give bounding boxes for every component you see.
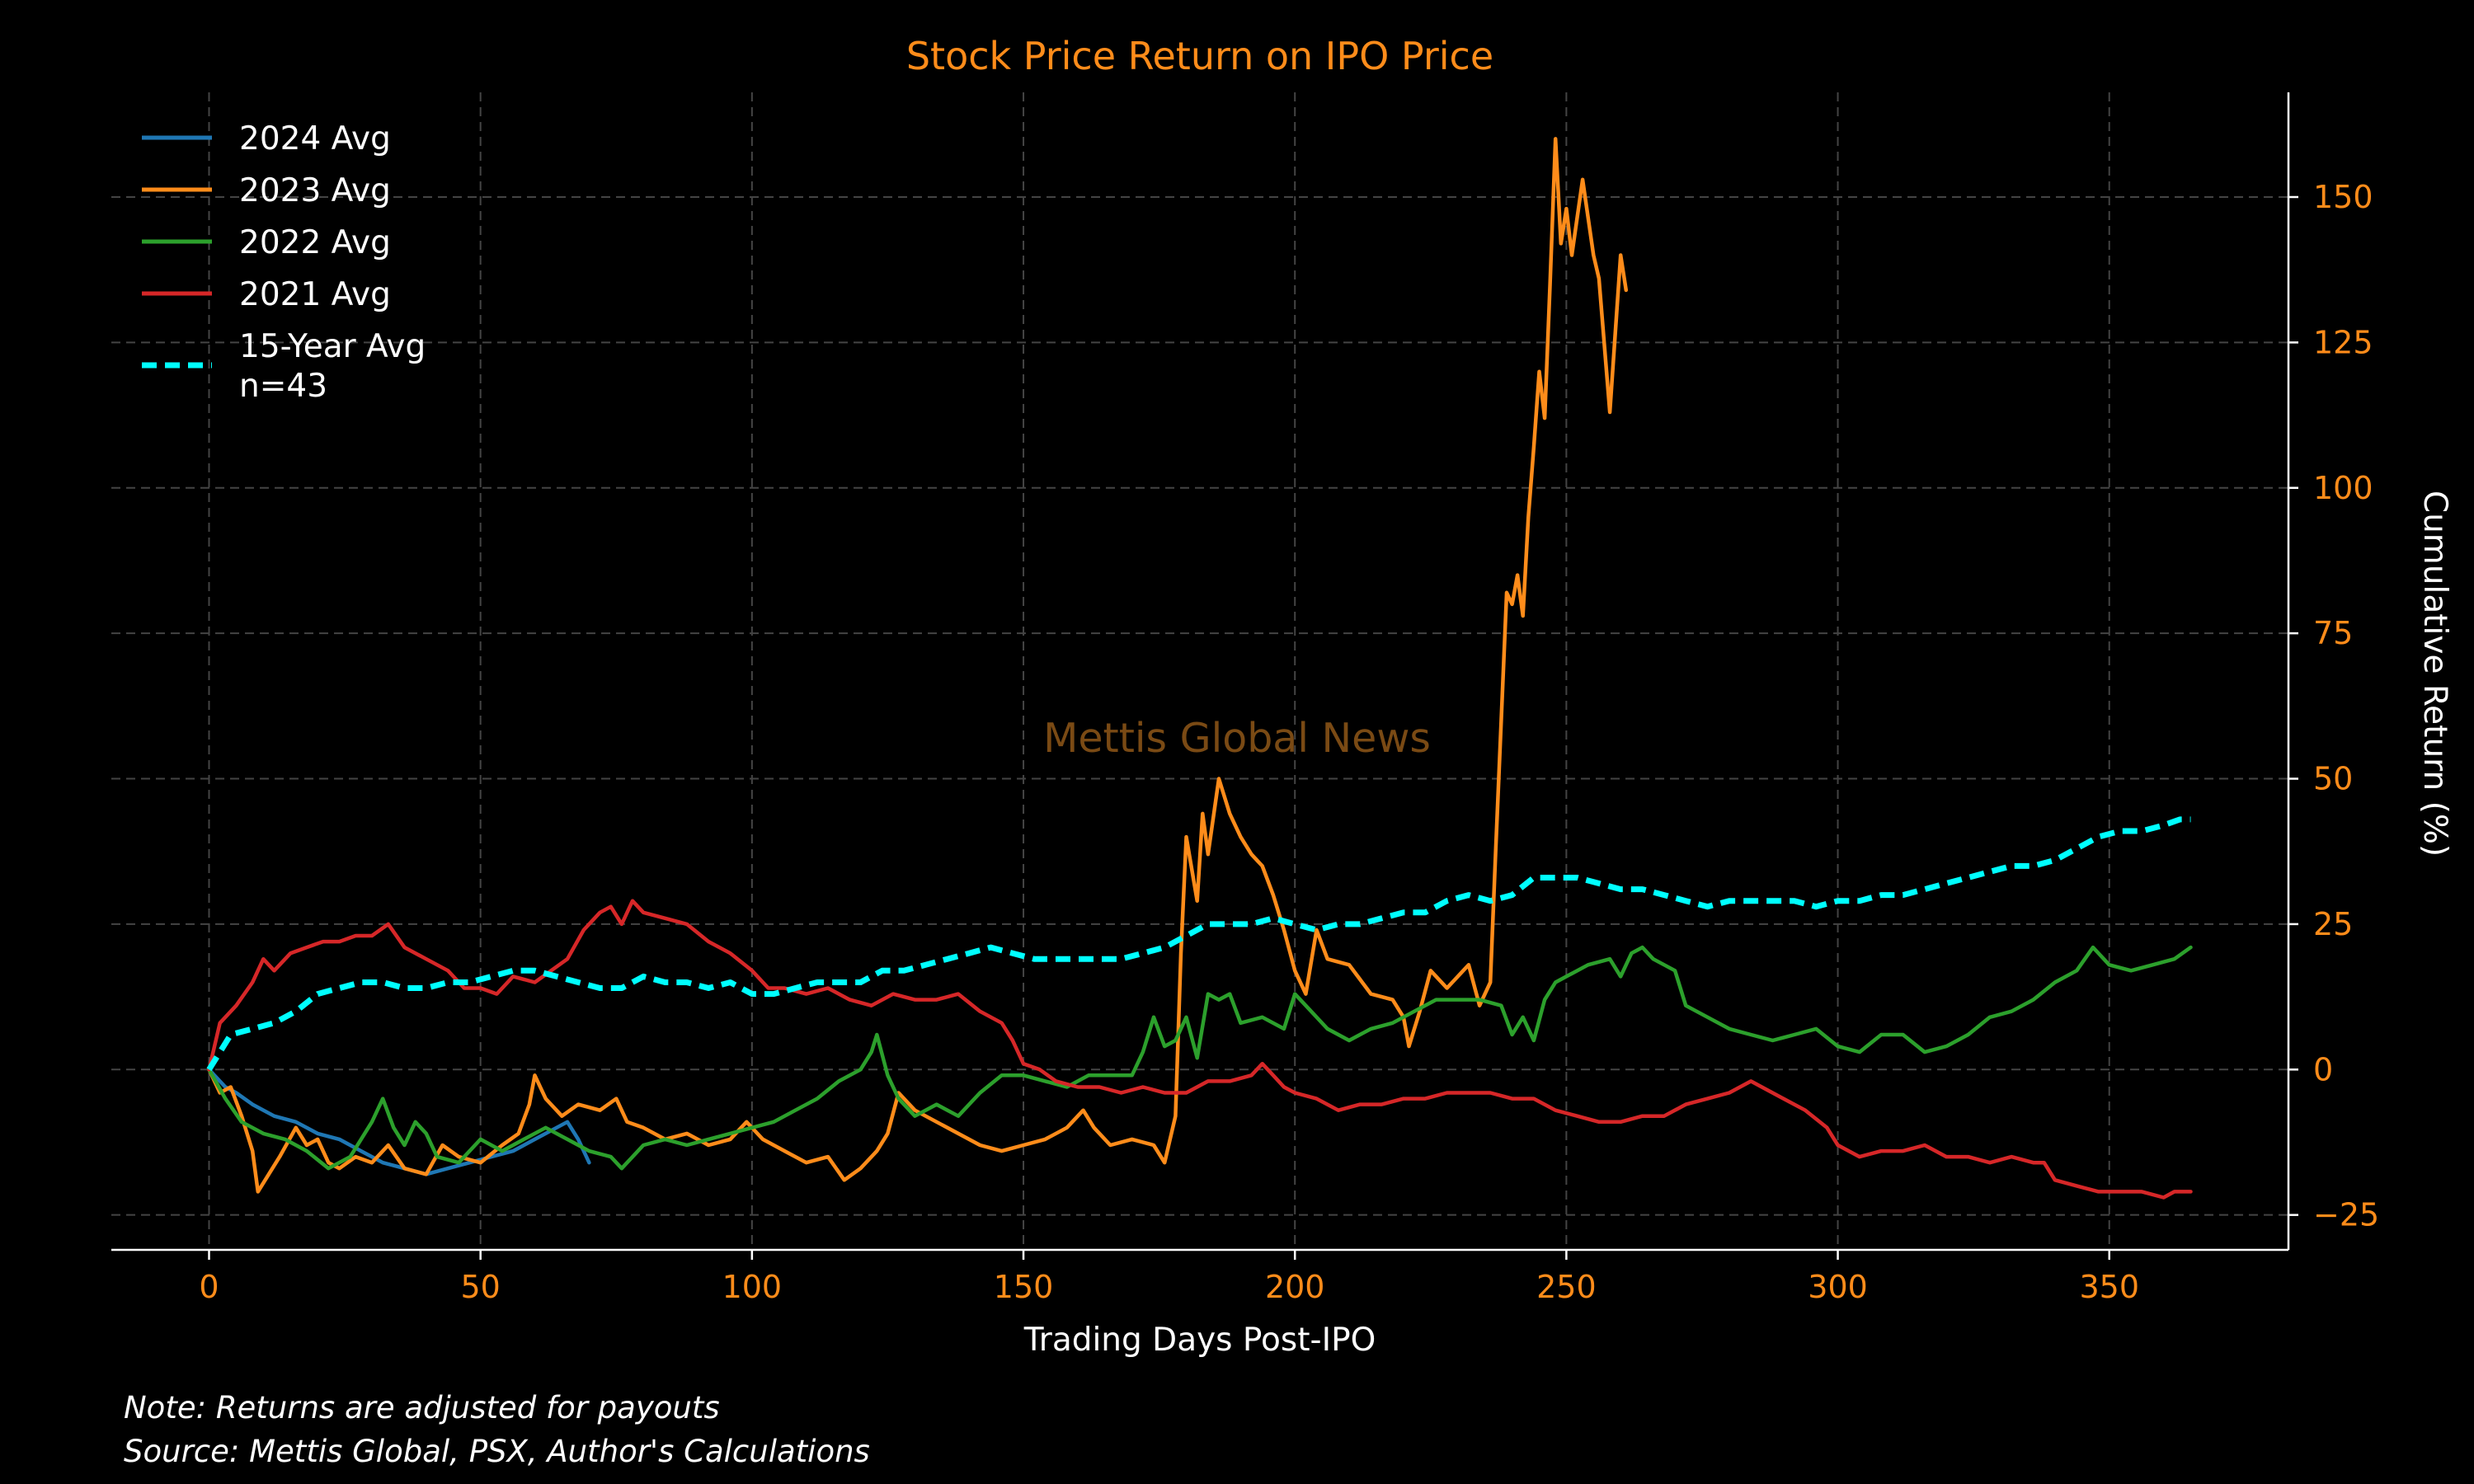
- x-tick-label: 50: [461, 1269, 501, 1305]
- y-tick-label: 25: [2313, 906, 2353, 942]
- y-tick-label: 125: [2313, 324, 2373, 360]
- source-text: Source: Mettis Global, PSX, Author's Cal…: [124, 1434, 870, 1469]
- x-tick-label: 300: [1808, 1269, 1868, 1305]
- legend-label: 2022 Avg: [239, 224, 391, 261]
- legend-label: 15-Year Avg: [239, 328, 426, 365]
- series-lines: [206, 137, 2193, 1200]
- y-tick-label: 50: [2313, 761, 2353, 797]
- x-tick-label: 150: [994, 1269, 1054, 1305]
- y-tick-label: 75: [2313, 615, 2353, 651]
- x-tick-label: 250: [1536, 1269, 1597, 1305]
- y-tick-label: 150: [2313, 179, 2373, 215]
- grid: [111, 92, 2288, 1250]
- series-line-5: [206, 816, 2191, 1072]
- series-line-2: [207, 137, 1629, 1194]
- axes: 0 50 100 150 200 250 300 350 −25 0 25 50 75 100 125 150: [111, 92, 2379, 1305]
- x-tick-label: 200: [1265, 1269, 1325, 1305]
- y-axis-label: Cumulative Return (%): [2416, 491, 2453, 857]
- y-tick-label: 0: [2313, 1051, 2333, 1087]
- x-axis-label: Trading Days Post-IPO: [1023, 1322, 1376, 1359]
- note-text: Note: Returns are adjusted for payouts: [124, 1390, 720, 1425]
- series-line-3: [207, 945, 2193, 1171]
- legend-label: 2023 Avg: [239, 172, 391, 209]
- legend-label: 2024 Avg: [239, 120, 391, 157]
- legend-label: n=43: [239, 368, 327, 405]
- series-line-4: [207, 899, 2193, 1200]
- legend: 2024 Avg 2023 Avg 2022 Avg 2021 Avg 15-Year …: [142, 120, 426, 405]
- legend-label: 2021 Avg: [239, 276, 391, 313]
- y-tick-label: 100: [2313, 470, 2373, 506]
- x-tick-label: 100: [722, 1269, 783, 1305]
- x-tick-label: 0: [199, 1269, 219, 1305]
- x-tick-label: 350: [2079, 1269, 2139, 1305]
- y-tick-label: −25: [2313, 1197, 2379, 1233]
- watermark-text: Mettis Global News: [1043, 715, 1431, 762]
- chart-title: Stock Price Return on IPO Price: [906, 34, 1493, 78]
